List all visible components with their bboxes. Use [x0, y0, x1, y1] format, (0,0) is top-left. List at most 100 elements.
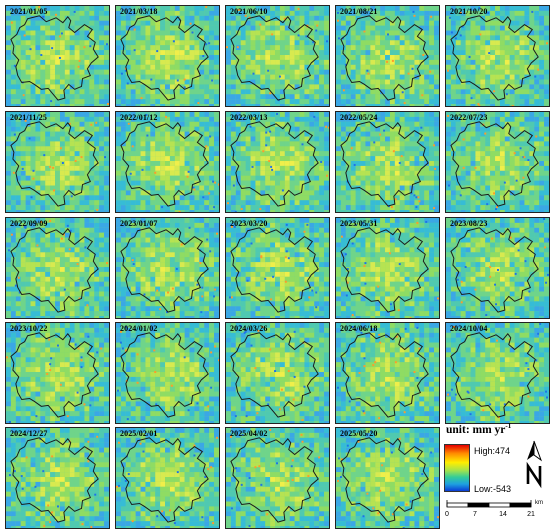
- panel-date-label: 2021/03/18: [120, 7, 158, 16]
- deformation-map-panel: 2024/06/18: [335, 322, 440, 424]
- panel-date-label: 2021/11/25: [10, 113, 48, 122]
- study-area-boundary: [340, 15, 429, 101]
- study-area-boundary: [450, 15, 539, 101]
- raster-image: [226, 323, 329, 423]
- panel-date-label: 2022/09/09: [10, 219, 48, 228]
- raster-image: [446, 218, 549, 318]
- deformation-map-panel: 2024/12/27: [5, 427, 110, 529]
- raster-image: [446, 112, 549, 212]
- deformation-map-panel: 2021/08/21: [335, 5, 440, 107]
- panel-date-label: 2022/03/13: [230, 113, 268, 122]
- raster-image: [226, 112, 329, 212]
- study-area-boundary: [450, 121, 539, 207]
- deformation-map-panel: 2024/10/04: [445, 322, 550, 424]
- study-area-boundary: [230, 15, 319, 101]
- scale-tick-label: 21: [527, 511, 535, 518]
- deformation-map-panel: 2024/03/26: [225, 322, 330, 424]
- raster-image: [226, 6, 329, 106]
- deformation-map-panel: 2023/08/23: [445, 217, 550, 319]
- raster-image: [446, 323, 549, 423]
- study-area-boundary: [230, 332, 319, 418]
- raster-image: [336, 323, 439, 423]
- deformation-map-panel: 2021/11/25: [5, 111, 110, 213]
- legend-unit-text: unit: mm yr: [446, 423, 506, 436]
- panel-date-label: 2024/06/18: [340, 324, 378, 333]
- study-area-boundary: [10, 332, 99, 418]
- north-arrow-icon: [526, 440, 543, 489]
- study-area-boundary: [340, 227, 429, 313]
- deformation-map-panel: 2023/03/20: [225, 217, 330, 319]
- raster-image: [6, 6, 109, 106]
- deformation-map-panel: 2023/01/07: [115, 217, 220, 319]
- raster-image: [446, 6, 549, 106]
- deformation-map-panel: 2021/03/18: [115, 5, 220, 107]
- raster-image: [6, 112, 109, 212]
- scale-tick-label: 14: [499, 511, 507, 518]
- study-area-boundary: [230, 437, 319, 523]
- panel-date-label: 2025/05/20: [340, 429, 378, 438]
- legend-unit-label: unit: mm yr-1: [446, 422, 511, 436]
- deformation-map-panel: 2023/10/22: [5, 322, 110, 424]
- deformation-map-panel: 2025/02/01: [115, 427, 220, 529]
- study-area-boundary: [340, 437, 429, 523]
- study-area-boundary: [10, 15, 99, 101]
- study-area-boundary: [450, 227, 539, 313]
- panel-date-label: 2025/02/01: [120, 429, 158, 438]
- panel-date-label: 2025/04/02: [230, 429, 268, 438]
- panel-date-label: 2023/03/20: [230, 219, 268, 228]
- study-area-boundary: [120, 332, 209, 418]
- raster-image: [336, 6, 439, 106]
- study-area-boundary: [230, 227, 319, 313]
- deformation-map-panel: 2025/05/20: [335, 427, 440, 529]
- raster-image: [336, 428, 439, 528]
- panel-date-label: 2024/12/27: [10, 429, 48, 438]
- study-area-boundary: [120, 15, 209, 101]
- legend-low-label: Low:-543: [474, 484, 512, 494]
- panel-date-label: 2022/05/24: [340, 113, 378, 122]
- raster-image: [6, 218, 109, 318]
- study-area-boundary: [10, 437, 99, 523]
- raster-image: [6, 428, 109, 528]
- raster-image: [336, 112, 439, 212]
- legend-unit-exponent: -1: [505, 422, 512, 430]
- map-legend: unit: mm yr-1 High:474 Low:-543 0 7 14 2…: [440, 422, 550, 527]
- raster-image: [116, 6, 219, 106]
- scale-bar-graphic: [446, 500, 532, 508]
- deformation-map-panel: 2022/09/09: [5, 217, 110, 319]
- panel-date-label: 2021/06/10: [230, 7, 268, 16]
- study-area-boundary: [10, 121, 99, 207]
- deformation-map-panel: 2025/04/02: [225, 427, 330, 529]
- raster-image: [116, 218, 219, 318]
- panel-date-label: 2023/10/22: [10, 324, 48, 333]
- raster-image: [116, 323, 219, 423]
- panel-date-label: 2024/10/04: [450, 324, 488, 333]
- deformation-map-panel: 2022/01/12: [115, 111, 220, 213]
- color-ramp-bar: [444, 444, 470, 492]
- raster-image: [6, 323, 109, 423]
- raster-image: [336, 218, 439, 318]
- panel-date-label: 2021/01/05: [10, 7, 48, 16]
- panel-date-label: 2022/01/12: [120, 113, 158, 122]
- study-area-boundary: [120, 121, 209, 207]
- panel-date-label: 2023/01/07: [120, 219, 158, 228]
- scale-tick-label: 7: [473, 511, 477, 518]
- deformation-map-panel: 2024/01/02: [115, 322, 220, 424]
- raster-image: [226, 428, 329, 528]
- study-area-boundary: [230, 121, 319, 207]
- scale-bar: 0 7 14 21 km: [444, 498, 544, 524]
- deformation-map-panel: 2022/07/23: [445, 111, 550, 213]
- raster-image: [116, 112, 219, 212]
- deformation-map-panel: 2021/01/05: [5, 5, 110, 107]
- panel-date-label: 2023/05/31: [340, 219, 378, 228]
- panel-date-label: 2021/10/20: [450, 7, 488, 16]
- deformation-map-panel: 2023/05/31: [335, 217, 440, 319]
- study-area-boundary: [340, 332, 429, 418]
- deformation-map-panel: 2022/03/13: [225, 111, 330, 213]
- panel-date-label: 2024/01/02: [120, 324, 158, 333]
- study-area-boundary: [120, 437, 209, 523]
- study-area-boundary: [120, 227, 209, 313]
- deformation-map-panel: 2021/06/10: [225, 5, 330, 107]
- study-area-boundary: [10, 227, 99, 313]
- deformation-map-panel: 2022/05/24: [335, 111, 440, 213]
